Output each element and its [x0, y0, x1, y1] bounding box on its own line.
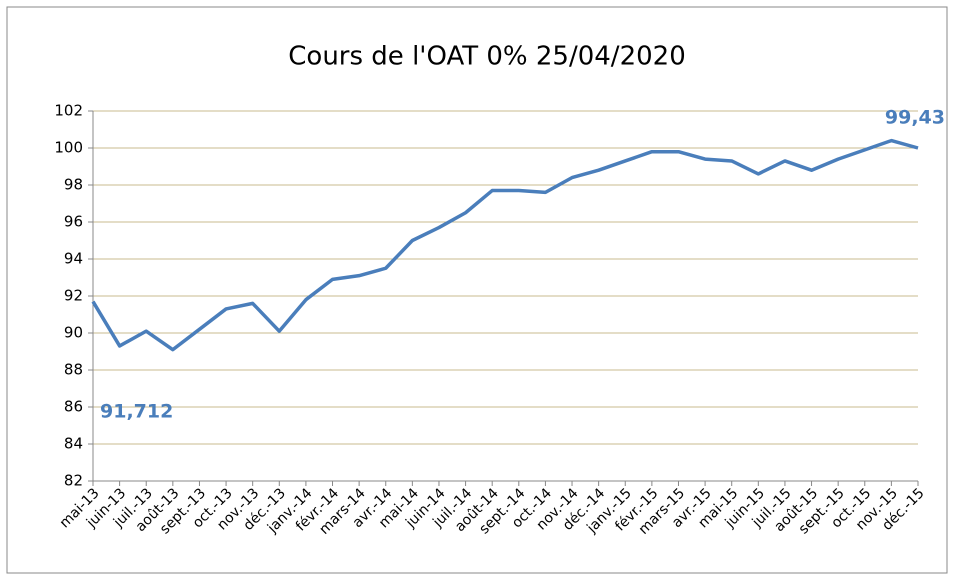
y-tick-label: 84 — [64, 435, 83, 453]
y-tick-label: 98 — [64, 176, 83, 194]
y-tick-label: 94 — [64, 250, 83, 268]
y-tick-label: 102 — [54, 102, 83, 120]
y-tick-label: 86 — [64, 398, 83, 416]
y-tick-label: 90 — [64, 324, 83, 342]
y-tick-label: 92 — [64, 287, 83, 305]
y-tick-label: 100 — [54, 139, 83, 157]
line-series — [91, 138, 919, 352]
annotation: 91,712 — [100, 401, 173, 423]
chart-title: Cours de l'OAT 0% 25/04/2020 — [288, 42, 685, 72]
y-tick-label: 96 — [64, 213, 83, 231]
annotation: 99,43 — [885, 107, 945, 129]
chart-border — [6, 6, 948, 574]
y-tick-label: 82 — [64, 472, 83, 490]
y-tick-label: 88 — [64, 361, 83, 379]
